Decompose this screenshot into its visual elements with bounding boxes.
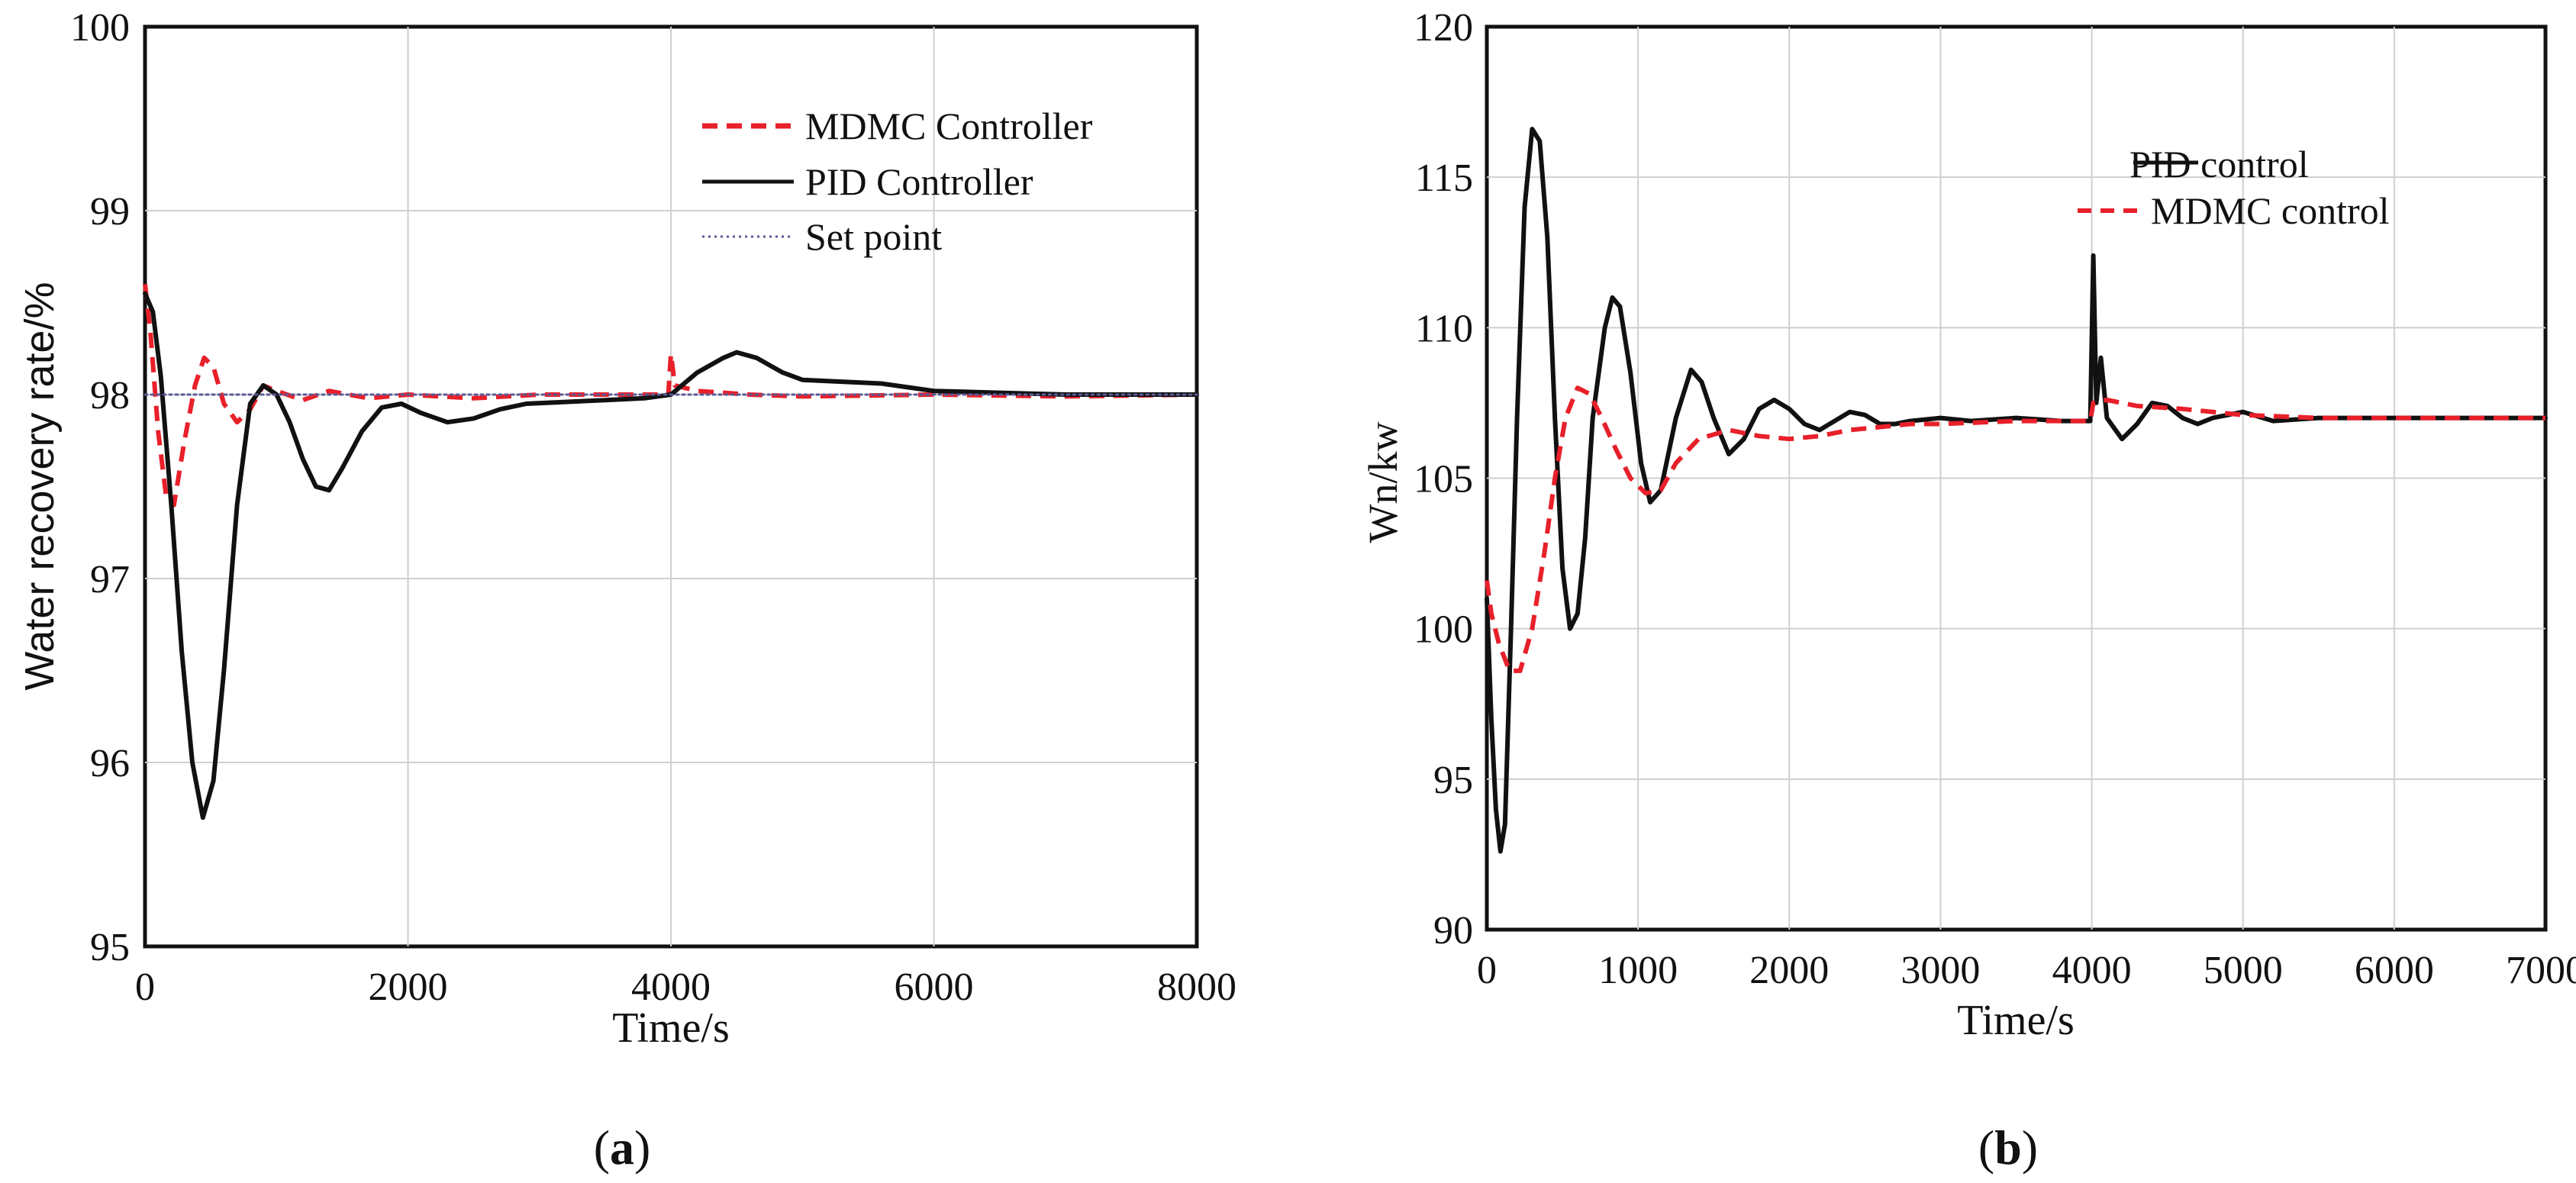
legend-pid-control-label: PID control: [2129, 143, 2309, 185]
y-tick-label: 100: [70, 6, 130, 50]
panel-a-series: [143, 284, 1199, 820]
x-tick-label: 0: [135, 965, 155, 1009]
y-tick-label: 90: [1433, 909, 1473, 953]
panel-b-y-axis-label: Wn/kw: [1360, 422, 1406, 543]
x-tick-label: 3000: [1901, 949, 1980, 992]
panel-a-y-axis-label: Water recovery rate/%: [17, 282, 63, 690]
y-tick-label: 120: [1414, 6, 1473, 50]
panel-b-x-axis-label: Time/s: [1957, 997, 2075, 1044]
panel-b-tick-labels: 0 1000 2000 3000 4000 5000 6000 7000 90 95 100 105 1…: [1414, 6, 2576, 992]
x-tick-label: 2000: [1749, 949, 1829, 992]
legend-pid-label: PID Controller: [805, 160, 1033, 203]
y-tick-label: 115: [1415, 156, 1473, 200]
y-tick-label: 110: [1415, 307, 1473, 350]
panel-a-x-axis-label: Time/s: [612, 1004, 730, 1052]
panel-a-tick-labels: 0 2000 4000 6000 8000 95 96 97 98 99 100: [70, 6, 1236, 1009]
y-tick-label: 97: [90, 558, 130, 601]
panel-b-series: [1485, 127, 2548, 854]
y-tick-label: 100: [1414, 608, 1473, 652]
panel-b-caption: (b): [1978, 1120, 2038, 1175]
x-tick-label: 4000: [631, 965, 711, 1009]
legend-mdmc-control-label: MDMC control: [2151, 189, 2390, 232]
legend-setpoint-label: Set point: [805, 215, 942, 258]
x-tick-label: 7000: [2506, 949, 2576, 992]
y-tick-label: 95: [90, 926, 130, 969]
panel-a-legend: MDMC Controller PID Controller Set point: [702, 105, 1093, 258]
x-tick-label: 0: [1477, 949, 1497, 992]
x-tick-label: 8000: [1157, 965, 1236, 1009]
panel-a-caption: (a): [594, 1120, 651, 1175]
series-line-pid-control: [1485, 127, 2548, 854]
x-tick-label: 6000: [895, 965, 974, 1009]
y-tick-label: 99: [90, 190, 130, 234]
y-tick-label: 95: [1433, 759, 1473, 802]
y-tick-label: 105: [1414, 458, 1473, 501]
panel-a: 0 2000 4000 6000 8000 95 96 97 98 99 100 Water rec…: [17, 6, 1236, 1175]
x-tick-label: 2000: [369, 965, 448, 1009]
y-tick-label: 96: [90, 742, 130, 785]
y-tick-label: 98: [90, 374, 130, 417]
legend-mdmc-label: MDMC Controller: [805, 105, 1093, 147]
series-line-mdmc-control: [1485, 385, 2545, 673]
x-tick-label: 1000: [1598, 949, 1678, 992]
x-tick-label: 5000: [2204, 949, 2283, 992]
series-line-pid-controller: [143, 291, 1199, 820]
panel-b-legend: PID control MDMC control: [2078, 143, 2390, 232]
x-tick-label: 4000: [2052, 949, 2132, 992]
x-tick-label: 6000: [2355, 949, 2434, 992]
panel-b: 0 1000 2000 3000 4000 5000 6000 7000 90 95 100 105 1…: [1360, 6, 2576, 1175]
